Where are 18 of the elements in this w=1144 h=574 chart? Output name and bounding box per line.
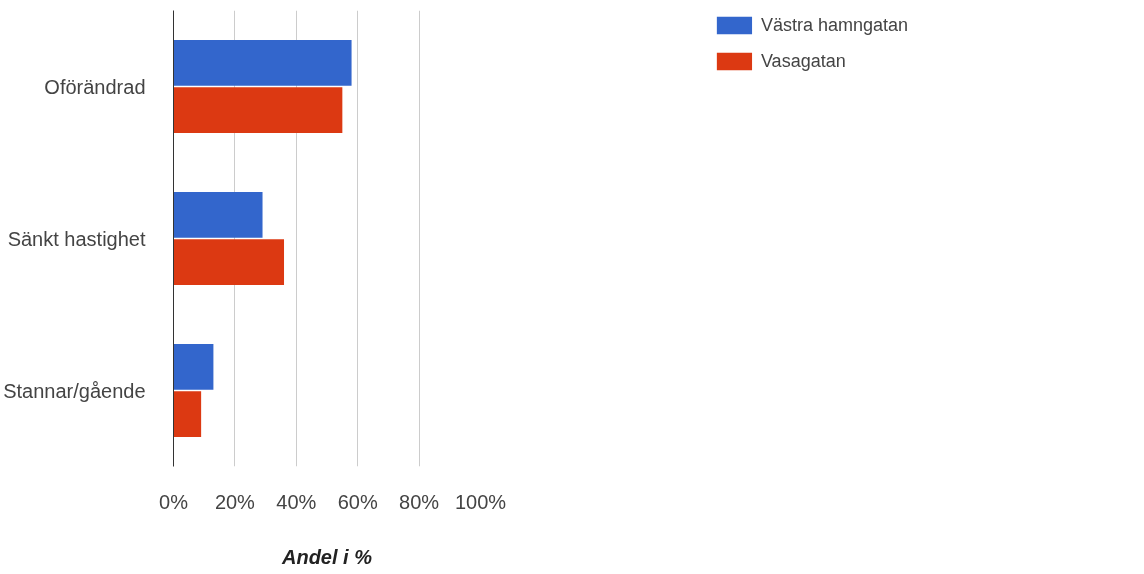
bar: [173, 391, 202, 437]
legend-label: Västra hamngatan: [760, 14, 909, 36]
legend-label: Vasagatan: [760, 50, 846, 72]
x-tick-label: 0%: [159, 490, 189, 513]
x-tick-label: 100%: [454, 490, 507, 513]
x-tick-label: 40%: [276, 490, 317, 513]
x-tick-label: 80%: [399, 490, 440, 513]
bar: [173, 40, 352, 86]
x-tick-label: 60%: [337, 490, 378, 513]
bar: [173, 192, 263, 238]
bar: [173, 344, 214, 390]
y-tick-label: Stannar/gående: [3, 379, 146, 402]
x-tick-label: 20%: [214, 490, 256, 513]
y-tick-label: Oförändrad: [44, 75, 146, 98]
bar: [173, 87, 343, 133]
y-tick-label: Sänkt hastighet: [7, 227, 146, 250]
x-axis-title: Andel i %: [281, 545, 373, 568]
bar: [173, 239, 285, 285]
